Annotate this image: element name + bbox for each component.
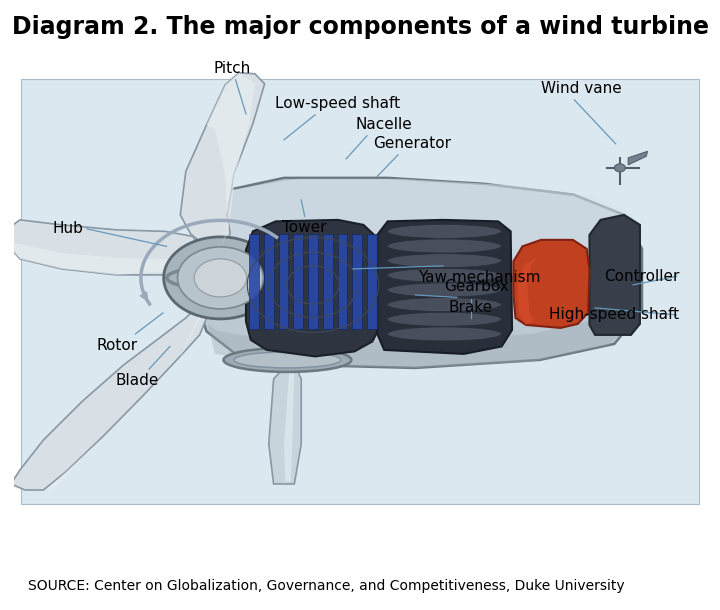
Text: Diagram 2. The major components of a wind turbine: Diagram 2. The major components of a win… [12, 15, 708, 39]
Bar [294, 234, 303, 329]
Text: Gearbox: Gearbox [444, 279, 508, 294]
Bar [338, 234, 347, 329]
Polygon shape [7, 220, 199, 275]
Polygon shape [284, 367, 294, 481]
Bar [264, 234, 274, 329]
Circle shape [178, 247, 264, 309]
Polygon shape [518, 256, 539, 325]
Polygon shape [208, 309, 640, 368]
Bar [308, 234, 318, 329]
Polygon shape [628, 151, 647, 165]
Text: Low-speed shaft: Low-speed shaft [275, 96, 400, 112]
Text: Pitch: Pitch [214, 62, 251, 76]
Polygon shape [48, 304, 204, 490]
Text: Controller: Controller [604, 269, 680, 284]
Polygon shape [11, 304, 207, 490]
Polygon shape [377, 220, 512, 354]
FancyBboxPatch shape [22, 79, 698, 504]
Text: Rotor: Rotor [96, 338, 138, 353]
Bar [512, 282, 541, 296]
Bar [279, 234, 289, 329]
Polygon shape [207, 179, 640, 275]
Ellipse shape [234, 352, 341, 368]
Polygon shape [180, 73, 265, 251]
Polygon shape [269, 364, 301, 484]
Text: Hub: Hub [53, 221, 84, 236]
Ellipse shape [387, 312, 501, 326]
Ellipse shape [387, 298, 501, 312]
Ellipse shape [387, 327, 501, 341]
Bar [249, 234, 259, 329]
Ellipse shape [387, 254, 501, 268]
Circle shape [194, 259, 247, 297]
Ellipse shape [387, 224, 501, 239]
Polygon shape [220, 267, 374, 270]
Polygon shape [246, 220, 381, 356]
Text: Wind vane: Wind vane [541, 81, 621, 96]
Bar [352, 234, 362, 329]
Ellipse shape [387, 268, 501, 282]
Polygon shape [220, 267, 374, 290]
Text: Brake: Brake [449, 300, 492, 315]
Bar [367, 234, 377, 329]
Polygon shape [7, 244, 196, 275]
Ellipse shape [223, 348, 351, 372]
Text: High-speed shaft: High-speed shaft [549, 307, 680, 323]
Text: Nacelle: Nacelle [356, 117, 413, 132]
Text: Tower: Tower [282, 220, 327, 235]
Ellipse shape [387, 283, 501, 297]
Ellipse shape [387, 239, 501, 253]
Text: Blade: Blade [116, 373, 159, 388]
Text: SOURCE: Center on Globalization, Governance, and Competitiveness, Duke Universit: SOURCE: Center on Globalization, Governa… [28, 579, 625, 593]
Polygon shape [513, 240, 590, 328]
Polygon shape [590, 215, 640, 335]
Polygon shape [197, 178, 642, 368]
Circle shape [163, 237, 277, 319]
Polygon shape [207, 73, 255, 245]
Circle shape [614, 164, 626, 172]
Bar [323, 234, 333, 329]
Text: Generator: Generator [373, 137, 451, 151]
Text: Yaw mechanism: Yaw mechanism [418, 270, 540, 285]
